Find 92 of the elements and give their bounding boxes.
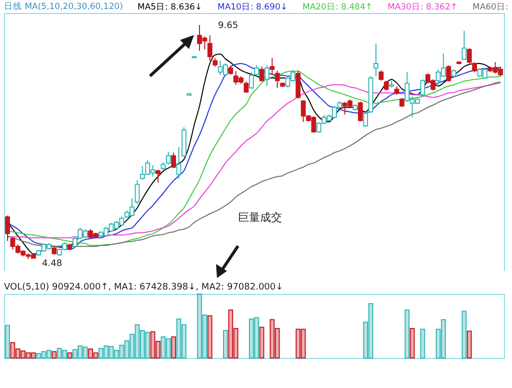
bar [88, 348, 93, 358]
candlestick [156, 169, 160, 184]
candlestick [5, 215, 10, 242]
bar [41, 351, 46, 358]
bar [410, 328, 415, 358]
bar [466, 330, 472, 358]
bar [368, 303, 374, 358]
bar [150, 331, 156, 358]
bar [20, 350, 26, 358]
candlestick [472, 62, 477, 73]
bar [56, 348, 62, 358]
bar [176, 318, 182, 358]
annotation: 巨量成交 [238, 211, 282, 224]
bar [26, 352, 31, 358]
bar [36, 353, 42, 358]
candlestick [446, 64, 452, 82]
bar [156, 340, 160, 358]
annotation: 9.65 [218, 21, 238, 31]
candlestick [296, 70, 301, 100]
bar [46, 350, 52, 358]
bar [420, 328, 426, 358]
bar [140, 330, 145, 358]
bar [171, 336, 176, 358]
candlestick [462, 30, 467, 60]
bar [197, 294, 202, 358]
bar [436, 328, 441, 358]
candlestick [420, 78, 426, 97]
candlestick [166, 151, 171, 165]
chart-title: VOL(5,10) 90924.000↑, MA1: 67428.398↓, MA2: 97082.000↓ [4, 282, 284, 292]
bar [72, 349, 78, 358]
bar [130, 334, 134, 358]
candlestick [399, 97, 404, 108]
bar [300, 328, 306, 358]
bar [223, 330, 228, 358]
bar [108, 346, 114, 358]
annotation: 4.48 [42, 259, 62, 269]
candlestick [207, 34, 212, 62]
bar [228, 310, 234, 358]
bar [296, 328, 301, 358]
bar [119, 344, 124, 358]
bar [134, 324, 140, 358]
bar [363, 322, 368, 358]
candlestick [374, 43, 378, 77]
bar [78, 345, 83, 358]
legend-title: 日线 MA(5,10,20,30,60,120) [4, 1, 123, 12]
text: MA30日: 8.362↑ [388, 2, 458, 12]
candlestick [264, 64, 270, 87]
bar [52, 351, 57, 358]
bar [233, 328, 238, 358]
bar [181, 324, 186, 358]
bar [259, 326, 264, 358]
candlestick [244, 81, 249, 94]
bar [202, 314, 208, 358]
candlestick [274, 70, 280, 88]
bar [15, 348, 20, 358]
candlestick [171, 152, 176, 169]
bar [124, 340, 130, 358]
bar [10, 342, 16, 358]
candlestick [358, 100, 363, 122]
bar [31, 352, 36, 358]
text: MA5日: 8.636↓ [138, 2, 202, 12]
bar [462, 310, 467, 358]
bar [270, 319, 275, 358]
bar [404, 310, 410, 358]
bar [5, 324, 10, 358]
bar [114, 350, 119, 358]
bar [160, 336, 166, 358]
bar [248, 318, 254, 358]
bar [104, 345, 109, 358]
candlestick [466, 48, 472, 64]
candlestick [363, 111, 368, 128]
bar [440, 319, 446, 358]
bar [274, 328, 280, 358]
candlestick [384, 80, 389, 92]
bar [93, 352, 98, 358]
bar [145, 332, 150, 358]
text: MA20日: 8.484↑ [302, 2, 372, 12]
candlestick [176, 146, 182, 180]
candlestick [378, 70, 384, 82]
candlestick [259, 66, 264, 82]
candlestick [228, 65, 234, 76]
bar [207, 315, 212, 358]
text: MA10日: 8.690↓ [218, 2, 288, 12]
text: MA60日: [472, 2, 508, 12]
bar [166, 338, 171, 358]
candlestick [134, 179, 140, 205]
bar [98, 348, 104, 358]
candlestick [270, 58, 275, 76]
bar [82, 346, 88, 358]
bar [254, 317, 260, 358]
bar [67, 352, 72, 358]
bar [62, 350, 68, 358]
